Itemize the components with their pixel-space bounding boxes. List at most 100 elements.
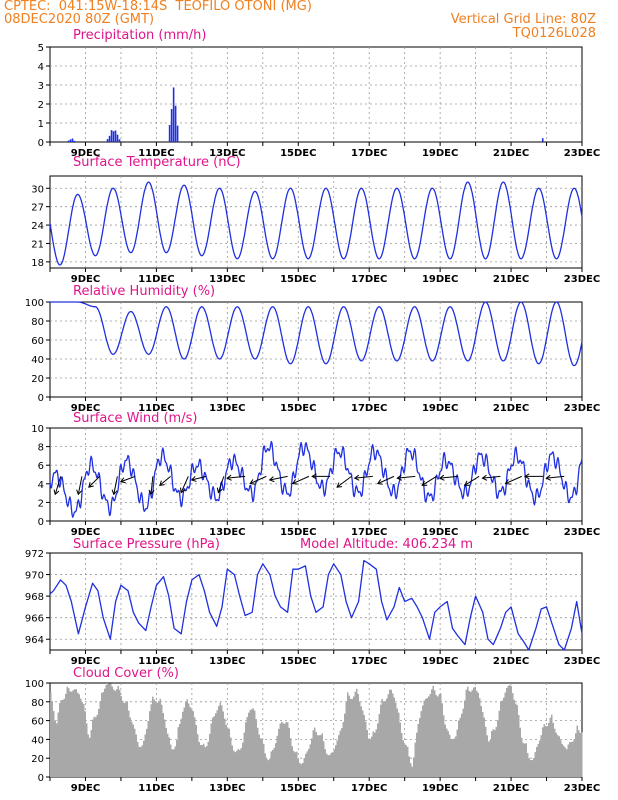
cloud-bar: [516, 705, 518, 777]
cloud-bar: [321, 733, 323, 777]
cloud-bar: [72, 690, 74, 777]
cloud-bar: [486, 735, 488, 777]
cloud-bar: [548, 722, 550, 777]
precip-bar: [176, 125, 179, 142]
cloud-bar: [377, 723, 379, 777]
precip-date-label: 21DEC: [493, 148, 529, 159]
cloud-bar: [293, 750, 295, 777]
precip-bar: [108, 135, 111, 142]
cloud-date-label: 9DEC: [71, 783, 100, 794]
cloud-bar: [254, 710, 256, 777]
cloud-bar: [144, 734, 146, 777]
cloud-bar: [362, 710, 364, 777]
wind-vector-head: [336, 482, 343, 488]
cloud-bar: [536, 747, 538, 777]
cloud-bar: [440, 693, 442, 777]
cloud-bar: [453, 738, 455, 777]
cloud-bar: [579, 732, 581, 777]
wind-vector-head: [268, 476, 275, 483]
cloud-bar: [480, 706, 482, 777]
cloud-bar: [267, 760, 269, 777]
cloud-bar: [561, 744, 563, 777]
wind-vector: [421, 475, 437, 486]
cloud-bar: [159, 698, 161, 777]
rh-line: [50, 301, 583, 367]
cloud-bar: [312, 730, 314, 777]
precip-date-label: 13DEC: [209, 148, 245, 159]
pres-ytick-label: 972: [25, 549, 44, 560]
cloud-bar: [335, 745, 337, 777]
cloud-bar: [225, 724, 227, 777]
cloud-bar: [573, 739, 575, 777]
cloud-bar: [200, 744, 202, 777]
cloud-ytick-label: 40: [31, 735, 44, 746]
cloud-bar: [77, 692, 79, 777]
cloud-bar: [257, 727, 259, 777]
cloud-bar: [411, 766, 413, 777]
cloud-bar: [524, 743, 526, 777]
pres-frame: [49, 552, 583, 651]
rh-ytick-label: 20: [31, 374, 44, 385]
cloud-bar: [84, 711, 86, 777]
cloud-bar: [534, 752, 536, 777]
cloud-bar: [152, 696, 154, 777]
cloud-bar: [113, 689, 115, 777]
rh-date-label: 23DEC: [564, 403, 600, 414]
cloud-bar: [428, 696, 430, 777]
cloud-bar: [210, 723, 212, 777]
cloud-bar: [114, 690, 116, 777]
cloud-bar: [308, 748, 310, 777]
cloud-bar: [354, 691, 356, 777]
cloud-bar: [245, 722, 247, 777]
cloud-bar: [383, 701, 385, 777]
wind-vector: [377, 475, 395, 485]
cloud-bar: [204, 747, 206, 777]
cloud-bar: [291, 746, 293, 777]
wind-vector-head: [421, 480, 428, 486]
cloud-bar: [188, 703, 190, 777]
cloud-bar: [374, 732, 376, 777]
cloud-ytick-label: 60: [31, 717, 44, 728]
cloud-bar: [123, 703, 125, 777]
cloud-bar: [240, 747, 242, 777]
cloud-date-label: 13DEC: [209, 783, 245, 794]
rh-date-label: 17DEC: [351, 403, 387, 414]
wind-vector: [120, 475, 136, 483]
wind-vector-head: [88, 482, 94, 488]
cloud-bar: [177, 727, 179, 777]
cloud-bar: [93, 716, 95, 777]
cloud-bar: [392, 693, 394, 777]
cloud-bar: [281, 721, 283, 777]
cloud-bar: [294, 752, 296, 777]
wind-vector-head: [180, 487, 186, 494]
cloud-bar: [575, 733, 577, 777]
cloud-bar: [545, 726, 547, 777]
cloud-bar: [242, 742, 244, 777]
cloud-bar: [393, 697, 395, 777]
temp-date-label: 19DEC: [422, 274, 458, 285]
pres-line: [49, 559, 583, 651]
wind-vector-head: [76, 489, 83, 496]
cloud-bar: [378, 714, 380, 777]
precip-bar: [71, 138, 74, 142]
cloud-bar: [270, 751, 272, 777]
cloud-bar: [455, 736, 457, 777]
precip-bar: [69, 139, 72, 142]
cloud-bar: [230, 737, 232, 777]
cloud-bar: [546, 726, 548, 777]
cloud-bar: [437, 696, 439, 777]
wind-vector-head: [111, 489, 118, 496]
cloud-bar: [276, 735, 278, 777]
cloud-bar: [62, 699, 64, 777]
wind-vector-head: [524, 473, 530, 480]
precip-bar: [541, 138, 544, 142]
cloud-bar: [191, 709, 193, 777]
cloud-bar: [537, 743, 539, 777]
cloud-bar: [395, 703, 397, 777]
wind-vector: [180, 476, 189, 493]
cloud-bar: [99, 701, 101, 777]
cloud-bar: [81, 702, 83, 777]
cloud-bar: [552, 722, 554, 777]
cloud-bar: [222, 711, 224, 777]
wind-ytick-label: 4: [38, 480, 44, 491]
